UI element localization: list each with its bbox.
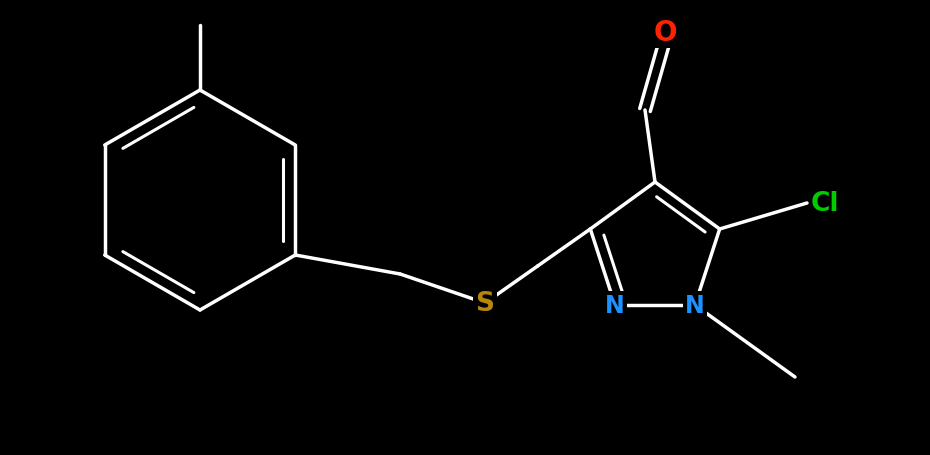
Text: S: S [475,290,495,316]
Text: Cl: Cl [811,191,839,217]
Text: O: O [653,19,677,47]
Text: N: N [605,293,625,317]
Text: N: N [685,293,705,317]
